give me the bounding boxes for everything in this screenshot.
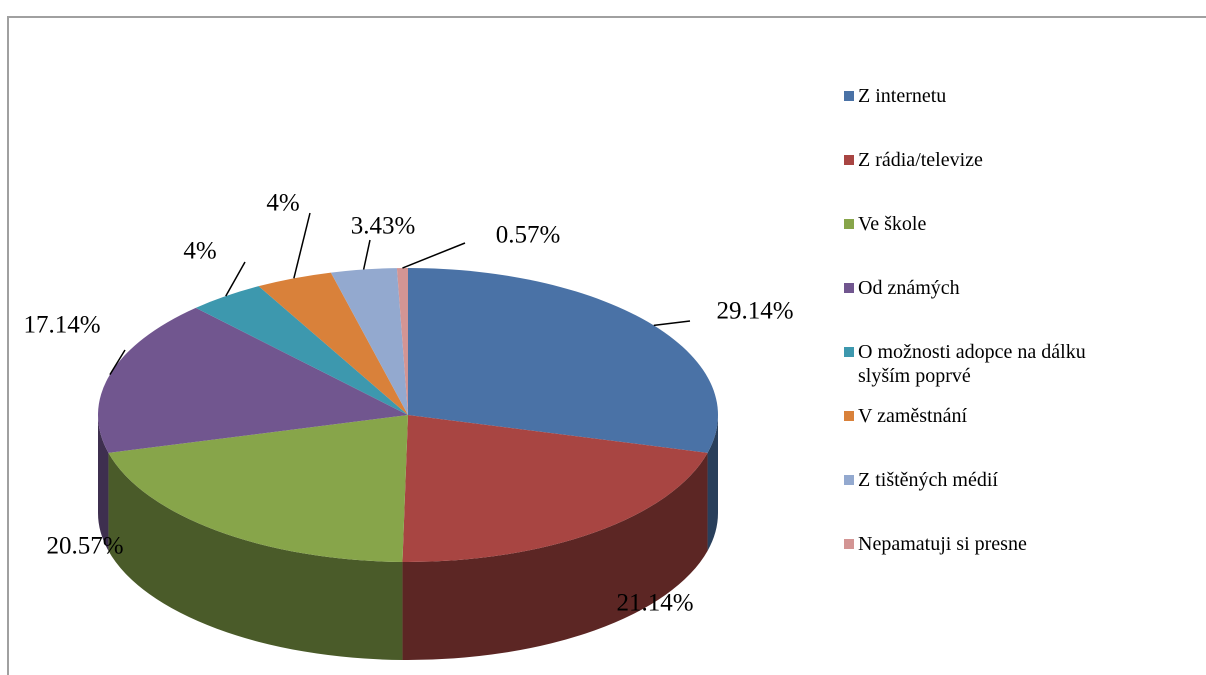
frame [7,16,1206,675]
leader-line [225,261,246,297]
slice-top [408,268,718,453]
legend-label: O možnosti adopce na dálku slyším poprvé [858,341,1086,387]
slice [396,268,408,415]
slice [108,415,408,660]
legend-item: Z tištěných médií [840,468,1140,532]
leader-line [402,242,466,269]
slice-side [707,415,718,551]
slice [402,415,708,660]
slice-top [396,268,408,415]
slice-top [402,415,708,562]
legend: Z internetu Z rádia/televize Ve škole Od zn… [840,84,1140,596]
legend-swatch [844,475,854,485]
leader-line [293,212,311,279]
data-label: 20.57% [46,533,123,560]
leader-line [109,349,126,376]
data-label: 21.14% [616,590,693,617]
data-label: 4% [266,190,299,217]
legend-item: Ve škole [840,212,1140,276]
legend-label: Od známých [858,277,960,299]
legend-swatch [844,539,854,549]
leader-line [653,320,691,327]
slice [195,286,408,415]
legend-swatch [844,91,854,101]
slice-side [402,452,708,660]
legend-label: Z rádia/televize [858,149,983,171]
slice-top [195,286,408,415]
legend-item: Z internetu [840,84,1140,148]
data-label: 0.57% [496,222,561,249]
slice-side [108,452,403,660]
data-label: 29.14% [716,298,793,325]
data-label: 17.14% [23,312,100,339]
legend-item: Z rádia/televize [840,148,1140,212]
slice [330,268,408,415]
legend-label: Nepamatuji si presne [858,533,1027,555]
legend-label: Z internetu [858,85,947,107]
leader-line [362,239,371,270]
legend-label: Ve škole [858,213,927,235]
slice [98,307,408,551]
data-label: 3.43% [351,213,416,240]
legend-item: Od známých [840,276,1140,340]
legend-item: Nepamatuji si presne [840,532,1140,596]
legend-swatch [844,411,854,421]
data-label: 4% [183,238,216,265]
legend-label: Z tištěných médií [858,469,998,491]
legend-item: V zaměstnání [840,404,1140,468]
slice-side [98,415,109,551]
legend-swatch [844,155,854,165]
slice [408,268,718,551]
slice-top [98,307,408,453]
slice-top [258,272,408,415]
slice [258,272,408,415]
legend-swatch [844,219,854,229]
slice-top [330,268,408,415]
legend-swatch [844,347,854,357]
legend-item: O možnosti adopce na dálku slyším poprvé [840,340,1140,404]
legend-label: V zaměstnání [858,405,968,427]
legend-swatch [844,283,854,293]
slice-top [108,415,408,562]
